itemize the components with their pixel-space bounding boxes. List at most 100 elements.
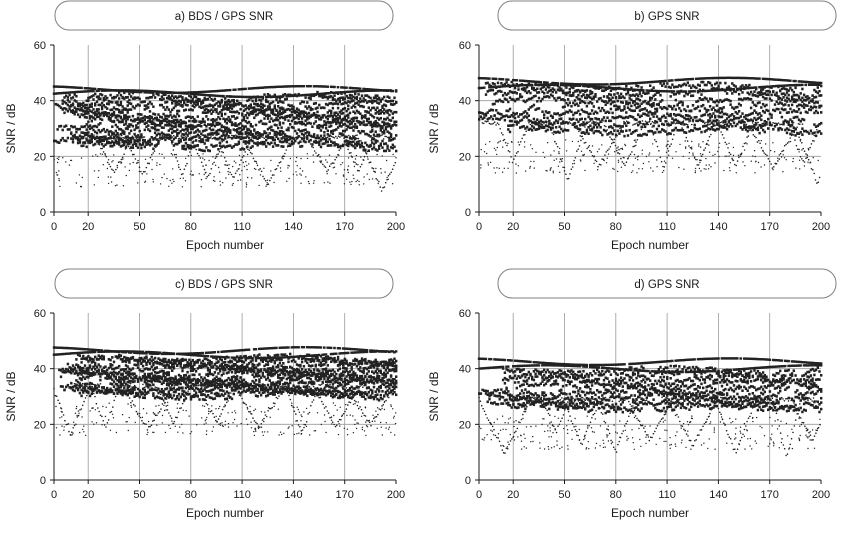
snr-point xyxy=(273,142,276,145)
snr-point xyxy=(230,137,234,140)
snr-point xyxy=(623,105,626,108)
snr-point xyxy=(527,128,530,131)
snr-point xyxy=(180,135,182,137)
snr-point xyxy=(335,111,338,114)
snr-point xyxy=(696,90,700,93)
snr-point xyxy=(813,131,816,135)
snr-point xyxy=(816,81,819,84)
snr-point xyxy=(705,110,708,114)
snr-point xyxy=(336,126,340,129)
snr-point xyxy=(669,90,672,93)
snr-point xyxy=(611,116,614,119)
snr-point xyxy=(76,136,80,139)
snr-point xyxy=(689,90,693,93)
snr-point xyxy=(350,140,353,144)
snr-point xyxy=(780,98,784,101)
snr-point xyxy=(381,131,384,134)
snr-point xyxy=(242,115,246,119)
snr-point xyxy=(572,91,575,95)
snr-point xyxy=(338,121,341,125)
snr-point xyxy=(145,125,148,129)
snr-point xyxy=(618,87,621,90)
snr-point xyxy=(384,149,388,153)
snr-point xyxy=(354,161,356,164)
snr-point xyxy=(331,162,334,164)
snr-point xyxy=(326,96,329,99)
snr-point xyxy=(746,76,749,80)
snr-point xyxy=(566,84,570,87)
snr-point xyxy=(361,163,363,166)
snr-point xyxy=(782,103,785,107)
snr-point xyxy=(383,121,386,124)
snr-point xyxy=(789,84,792,87)
snr-point xyxy=(539,122,541,125)
snr-point xyxy=(210,124,213,128)
snr-point xyxy=(775,123,778,126)
snr-point xyxy=(65,161,67,163)
snr-point xyxy=(335,122,338,126)
snr-point xyxy=(645,113,648,117)
snr-point xyxy=(194,139,198,142)
snr-point xyxy=(228,164,230,166)
snr-point xyxy=(323,182,325,184)
snr-point xyxy=(88,141,92,145)
snr-point xyxy=(684,90,688,93)
snr-point xyxy=(268,132,271,135)
snr-point xyxy=(819,81,823,85)
snr-point xyxy=(73,99,76,102)
snr-point xyxy=(70,97,73,100)
snr-point xyxy=(749,77,753,80)
snr-point xyxy=(381,104,384,108)
snr-point xyxy=(203,111,206,114)
snr-point xyxy=(124,127,128,130)
snr-point xyxy=(619,109,623,112)
snr-point xyxy=(138,129,141,133)
snr-point xyxy=(129,146,133,149)
snr-point xyxy=(282,93,285,97)
snr-point xyxy=(345,95,348,98)
snr-point xyxy=(618,94,621,98)
snr-point xyxy=(80,107,83,110)
snr-point xyxy=(355,95,359,99)
snr-point xyxy=(112,119,116,123)
snr-point xyxy=(340,125,343,128)
snr-point xyxy=(76,104,80,107)
snr-point xyxy=(106,167,109,170)
snr-point xyxy=(119,137,122,140)
snr-point xyxy=(276,85,280,88)
snr-point xyxy=(731,82,734,85)
snr-point xyxy=(558,131,561,134)
snr-point xyxy=(210,94,213,97)
snr-point xyxy=(389,146,393,149)
snr-point xyxy=(131,90,135,93)
snr-point xyxy=(653,89,657,93)
snr-point xyxy=(287,103,290,107)
snr-point xyxy=(259,95,263,99)
snr-point xyxy=(597,106,601,110)
snr-point xyxy=(198,120,201,123)
snr-point xyxy=(243,140,245,142)
snr-point xyxy=(227,119,230,122)
snr-point xyxy=(617,129,620,132)
snr-point xyxy=(579,135,581,137)
snr-point xyxy=(391,99,394,103)
snr-point xyxy=(657,130,660,134)
snr-point xyxy=(717,127,720,131)
snr-point xyxy=(253,102,256,106)
snr-point xyxy=(604,100,607,103)
snr-point xyxy=(318,124,321,127)
snr-point xyxy=(100,129,104,132)
snr-point xyxy=(566,103,570,107)
snr-point xyxy=(816,91,819,95)
snr-point xyxy=(213,124,217,128)
snr-point xyxy=(222,89,225,92)
snr-point xyxy=(159,124,162,127)
snr-point xyxy=(584,110,587,114)
snr-point xyxy=(277,126,280,130)
snr-point xyxy=(616,124,619,128)
snr-point xyxy=(324,139,328,142)
snr-point xyxy=(133,119,136,123)
snr-point xyxy=(136,90,140,94)
snr-point xyxy=(112,95,116,99)
snr-point xyxy=(655,89,659,93)
